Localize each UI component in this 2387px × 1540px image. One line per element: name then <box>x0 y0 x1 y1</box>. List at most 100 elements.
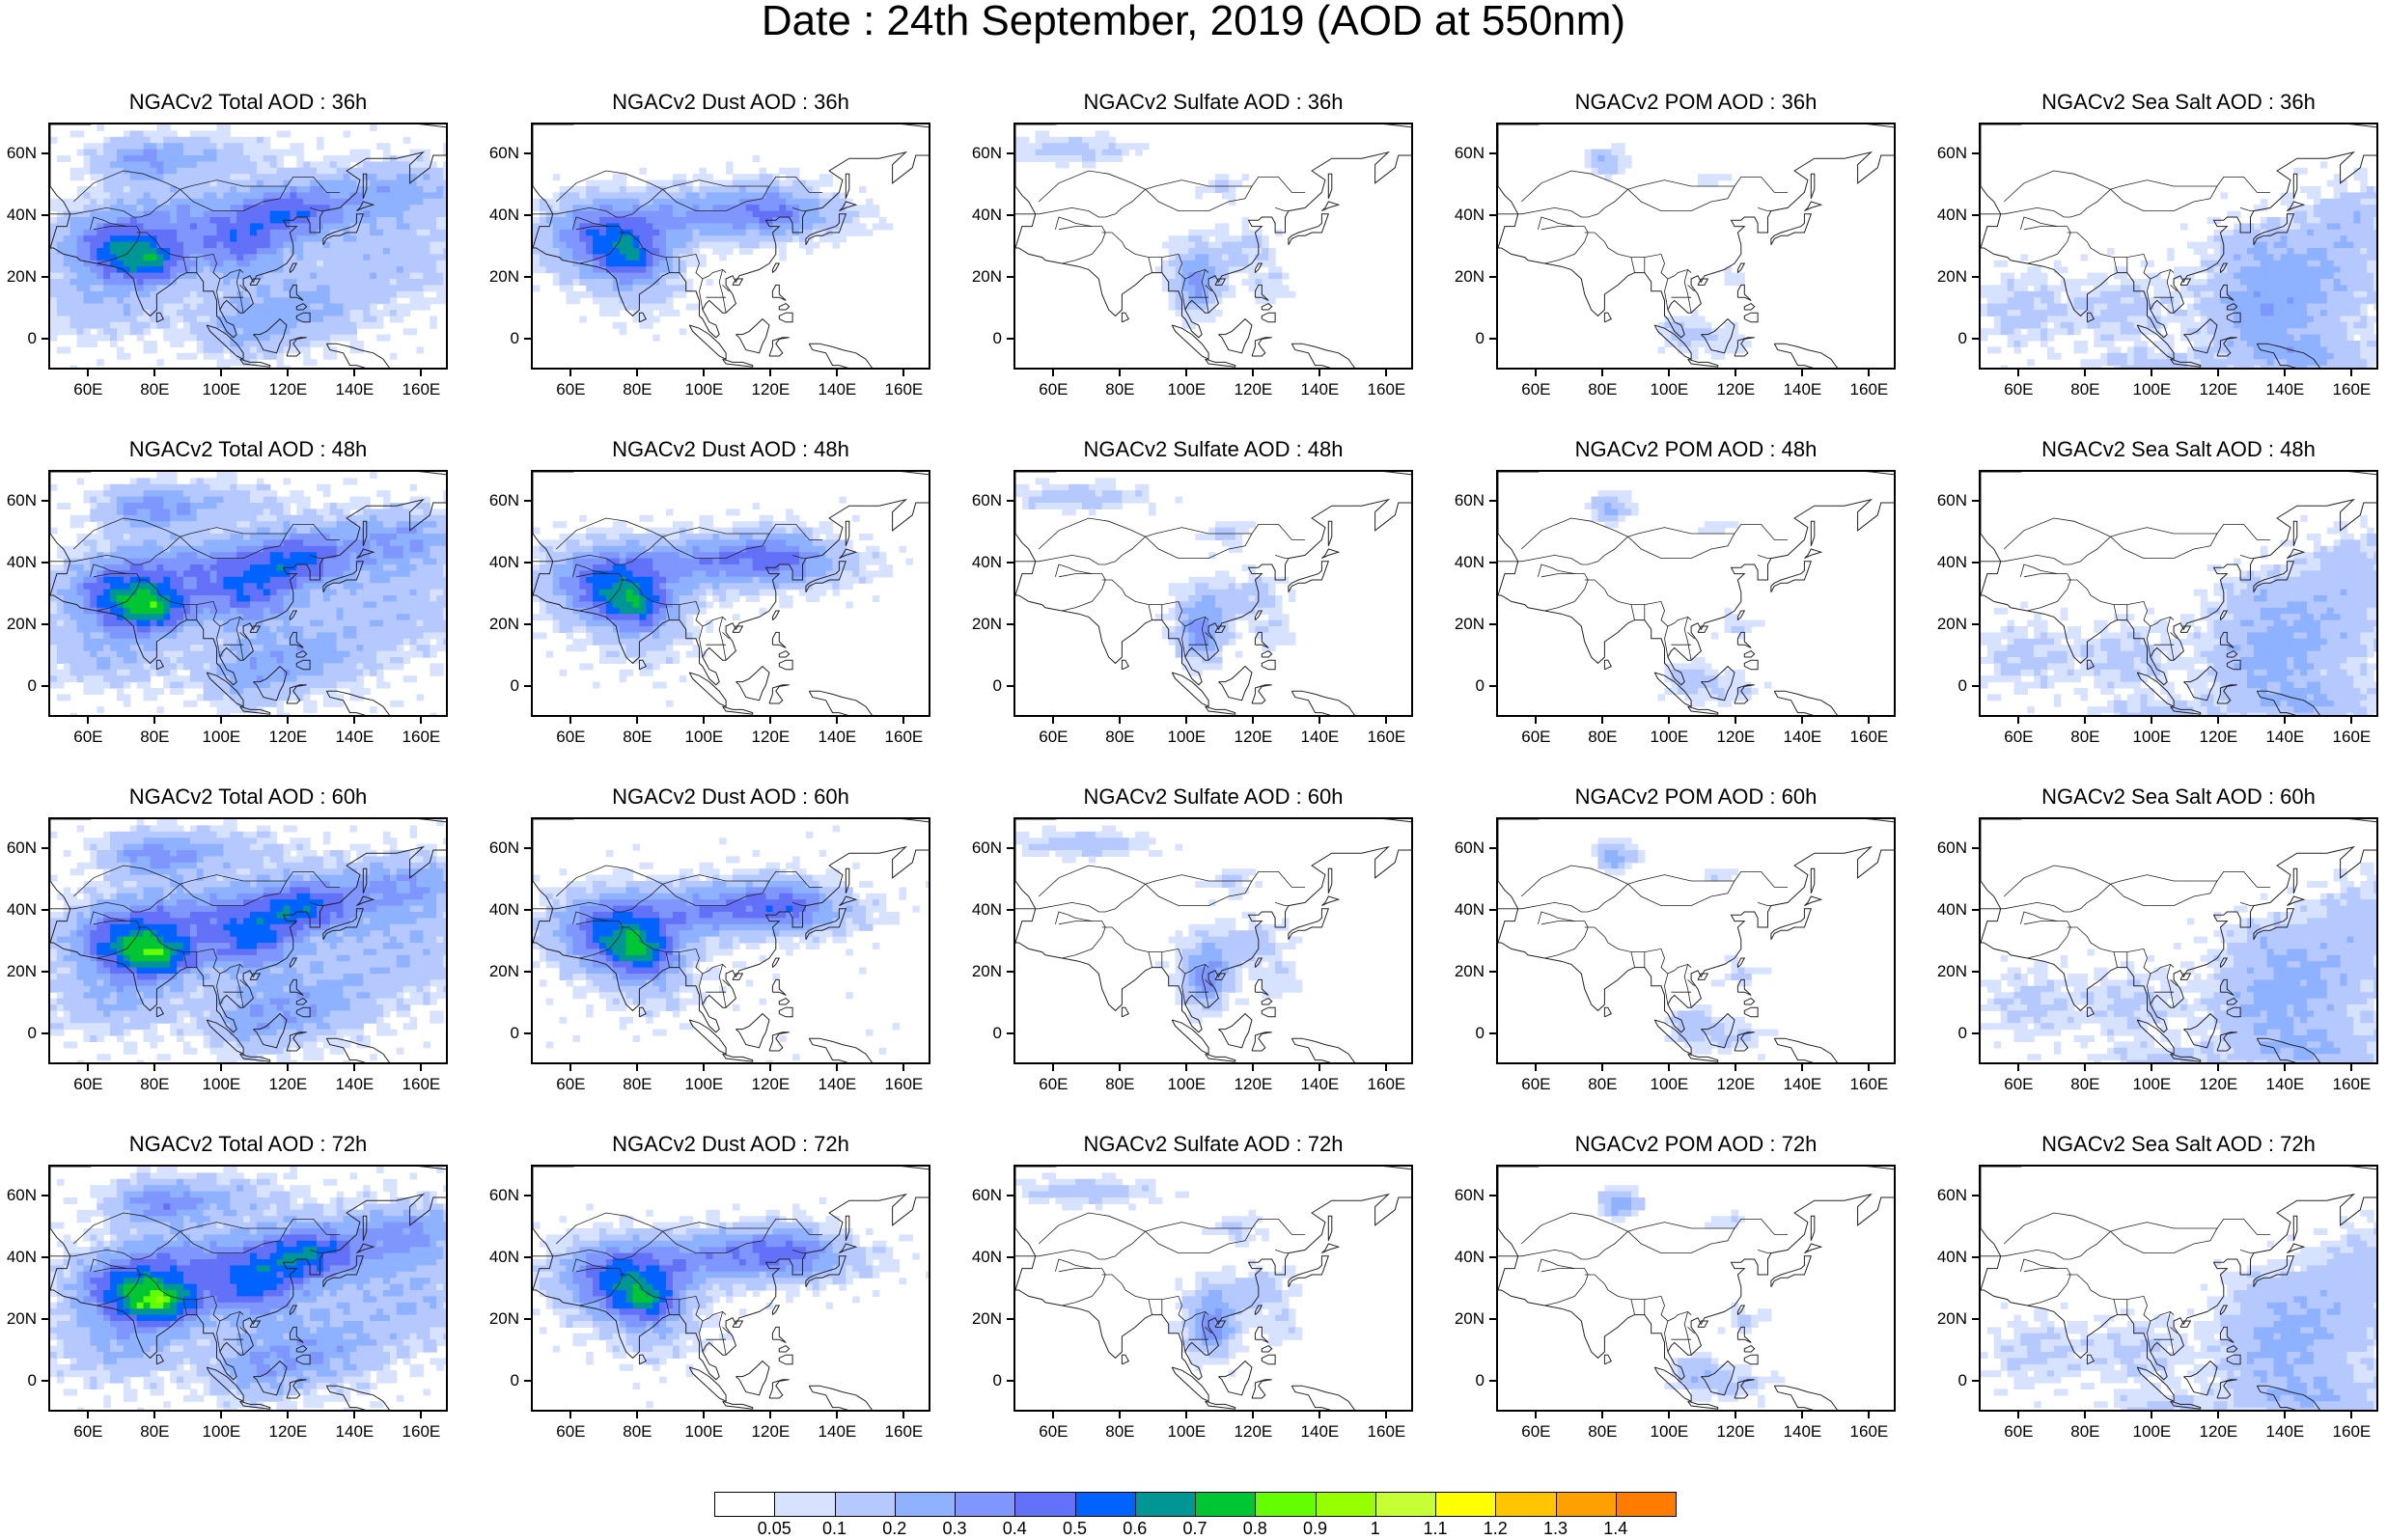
lon-tick-label: 160E <box>402 728 441 746</box>
lon-tick-label: 140E <box>1783 1422 1822 1441</box>
lon-tick-mark <box>1868 370 1871 376</box>
colorbar-swatch <box>1255 1492 1317 1517</box>
lat-tick-mark <box>1972 500 1979 502</box>
lat-tick-mark <box>42 152 48 154</box>
lat-tick-mark <box>1972 276 1979 278</box>
lon-tick-mark <box>1868 1412 1871 1418</box>
lon-tick-label: 80E <box>2070 1075 2100 1093</box>
panel-title: NGACv2 Sulfate AOD : 36h <box>1083 90 1344 114</box>
lat-tick-label: 20N <box>1454 962 1485 980</box>
lat-tick-label: 60N <box>6 839 37 857</box>
lon-tick-label: 120E <box>2199 1422 2238 1441</box>
lat-tick-mark <box>42 1380 48 1382</box>
lon-tick-mark <box>902 717 905 724</box>
lon-tick-mark <box>1052 1412 1055 1418</box>
lat-tick-label: 0 <box>1475 1371 1485 1389</box>
panel-title: NGACv2 Sulfate AOD : 60h <box>1083 784 1344 809</box>
lon-tick-label: 160E <box>884 1075 924 1093</box>
lon-tick-label: 160E <box>1849 380 1889 399</box>
lon-tick-label: 160E <box>2332 1422 2372 1441</box>
lon-tick-mark <box>1385 717 1388 724</box>
lon-tick-mark <box>836 717 839 724</box>
lon-tick-mark <box>703 1064 706 1071</box>
lon-tick-label: 120E <box>751 1422 791 1441</box>
lon-tick-label: 140E <box>1300 1422 1340 1441</box>
lon-tick-label: 60E <box>73 380 103 399</box>
lon-tick-label: 140E <box>335 1422 375 1441</box>
lon-tick-label: 160E <box>2332 380 2372 399</box>
aod-map <box>50 472 446 715</box>
lat-tick-mark <box>1489 909 1496 911</box>
lon-tick-mark <box>1052 1064 1055 1071</box>
lat-tick-mark <box>42 338 48 340</box>
lon-tick-mark <box>769 717 772 724</box>
lon-tick-mark <box>1185 1412 1188 1418</box>
lon-tick-mark <box>2084 1064 2087 1071</box>
lon-tick-mark <box>1318 370 1321 376</box>
map-plot-area <box>1979 123 2378 370</box>
lat-tick-label: 0 <box>1475 329 1485 347</box>
lat-tick-label: 40N <box>1936 553 1967 571</box>
lat-tick-mark <box>1007 1032 1013 1034</box>
lat-tick-mark <box>1007 562 1013 564</box>
lon-tick-mark <box>287 370 290 376</box>
lat-tick-mark <box>1007 338 1013 340</box>
aod-shading <box>50 1167 446 1410</box>
lon-tick-label: 80E <box>1105 380 1135 399</box>
panel-title: NGACv2 Total AOD : 60h <box>128 784 368 809</box>
lat-tick-mark <box>524 276 531 278</box>
lat-tick-label: 40N <box>488 900 519 919</box>
lon-tick-mark <box>1185 1064 1188 1071</box>
lon-tick-label: 60E <box>1521 728 1551 746</box>
coastlines <box>1498 472 1894 715</box>
lon-tick-mark <box>1535 717 1538 724</box>
panel-title: NGACv2 Sulfate AOD : 72h <box>1083 1132 1344 1156</box>
lat-tick-mark <box>1972 623 1979 625</box>
lat-tick-mark <box>1489 338 1496 340</box>
lat-tick-label: 40N <box>6 1248 37 1266</box>
lon-tick-mark <box>836 1412 839 1418</box>
aod-map <box>1015 1167 1411 1410</box>
lat-tick-mark <box>42 971 48 973</box>
lat-tick-label: 20N <box>1936 615 1967 633</box>
aod-shading <box>1015 1172 1303 1378</box>
aod-map <box>50 819 446 1062</box>
lat-tick-label: 20N <box>1936 267 1967 286</box>
aod-shading <box>1981 514 2376 715</box>
lon-tick-label: 60E <box>1521 1075 1551 1093</box>
lon-tick-mark <box>1601 1064 1604 1071</box>
coastlines <box>50 1167 446 1410</box>
lat-tick-label: 40N <box>971 553 1002 571</box>
lon-tick-label: 60E <box>2004 1422 2034 1441</box>
colorbar-label: 1.3 <box>1542 1519 1568 1538</box>
lon-tick-label: 60E <box>1521 1422 1551 1441</box>
lon-tick-mark <box>2084 717 2087 724</box>
colorbar-swatch <box>1435 1492 1497 1517</box>
lat-tick-mark <box>524 1318 531 1320</box>
lon-tick-mark <box>1052 717 1055 724</box>
lat-tick-label: 40N <box>1936 206 1967 224</box>
lat-tick-label: 60N <box>6 1186 37 1204</box>
aod-map <box>1498 1167 1894 1410</box>
lon-tick-label: 140E <box>1783 728 1822 746</box>
lon-tick-mark <box>1601 717 1604 724</box>
colorbar-swatch <box>714 1492 776 1517</box>
coastlines <box>1981 819 2376 1062</box>
lat-tick-mark <box>1489 276 1496 278</box>
colorbar-label: 1.2 <box>1483 1519 1508 1538</box>
aod-map <box>1015 472 1411 715</box>
lat-tick-label: 20N <box>1454 267 1485 286</box>
lon-tick-label: 120E <box>268 1422 308 1441</box>
map-plot-area <box>531 123 930 370</box>
lon-tick-mark <box>569 717 572 724</box>
lon-tick-label: 100E <box>684 1422 724 1441</box>
lat-tick-mark <box>1007 214 1013 216</box>
lon-tick-mark <box>1801 1064 1804 1071</box>
colorbar-swatch <box>1374 1492 1436 1517</box>
lon-tick-label: 100E <box>2132 380 2172 399</box>
lon-tick-label: 160E <box>1849 728 1889 746</box>
lon-tick-label: 140E <box>2265 1422 2305 1441</box>
lon-tick-mark <box>2284 717 2287 724</box>
lat-tick-mark <box>42 276 48 278</box>
lon-tick-mark <box>1735 1412 1737 1418</box>
